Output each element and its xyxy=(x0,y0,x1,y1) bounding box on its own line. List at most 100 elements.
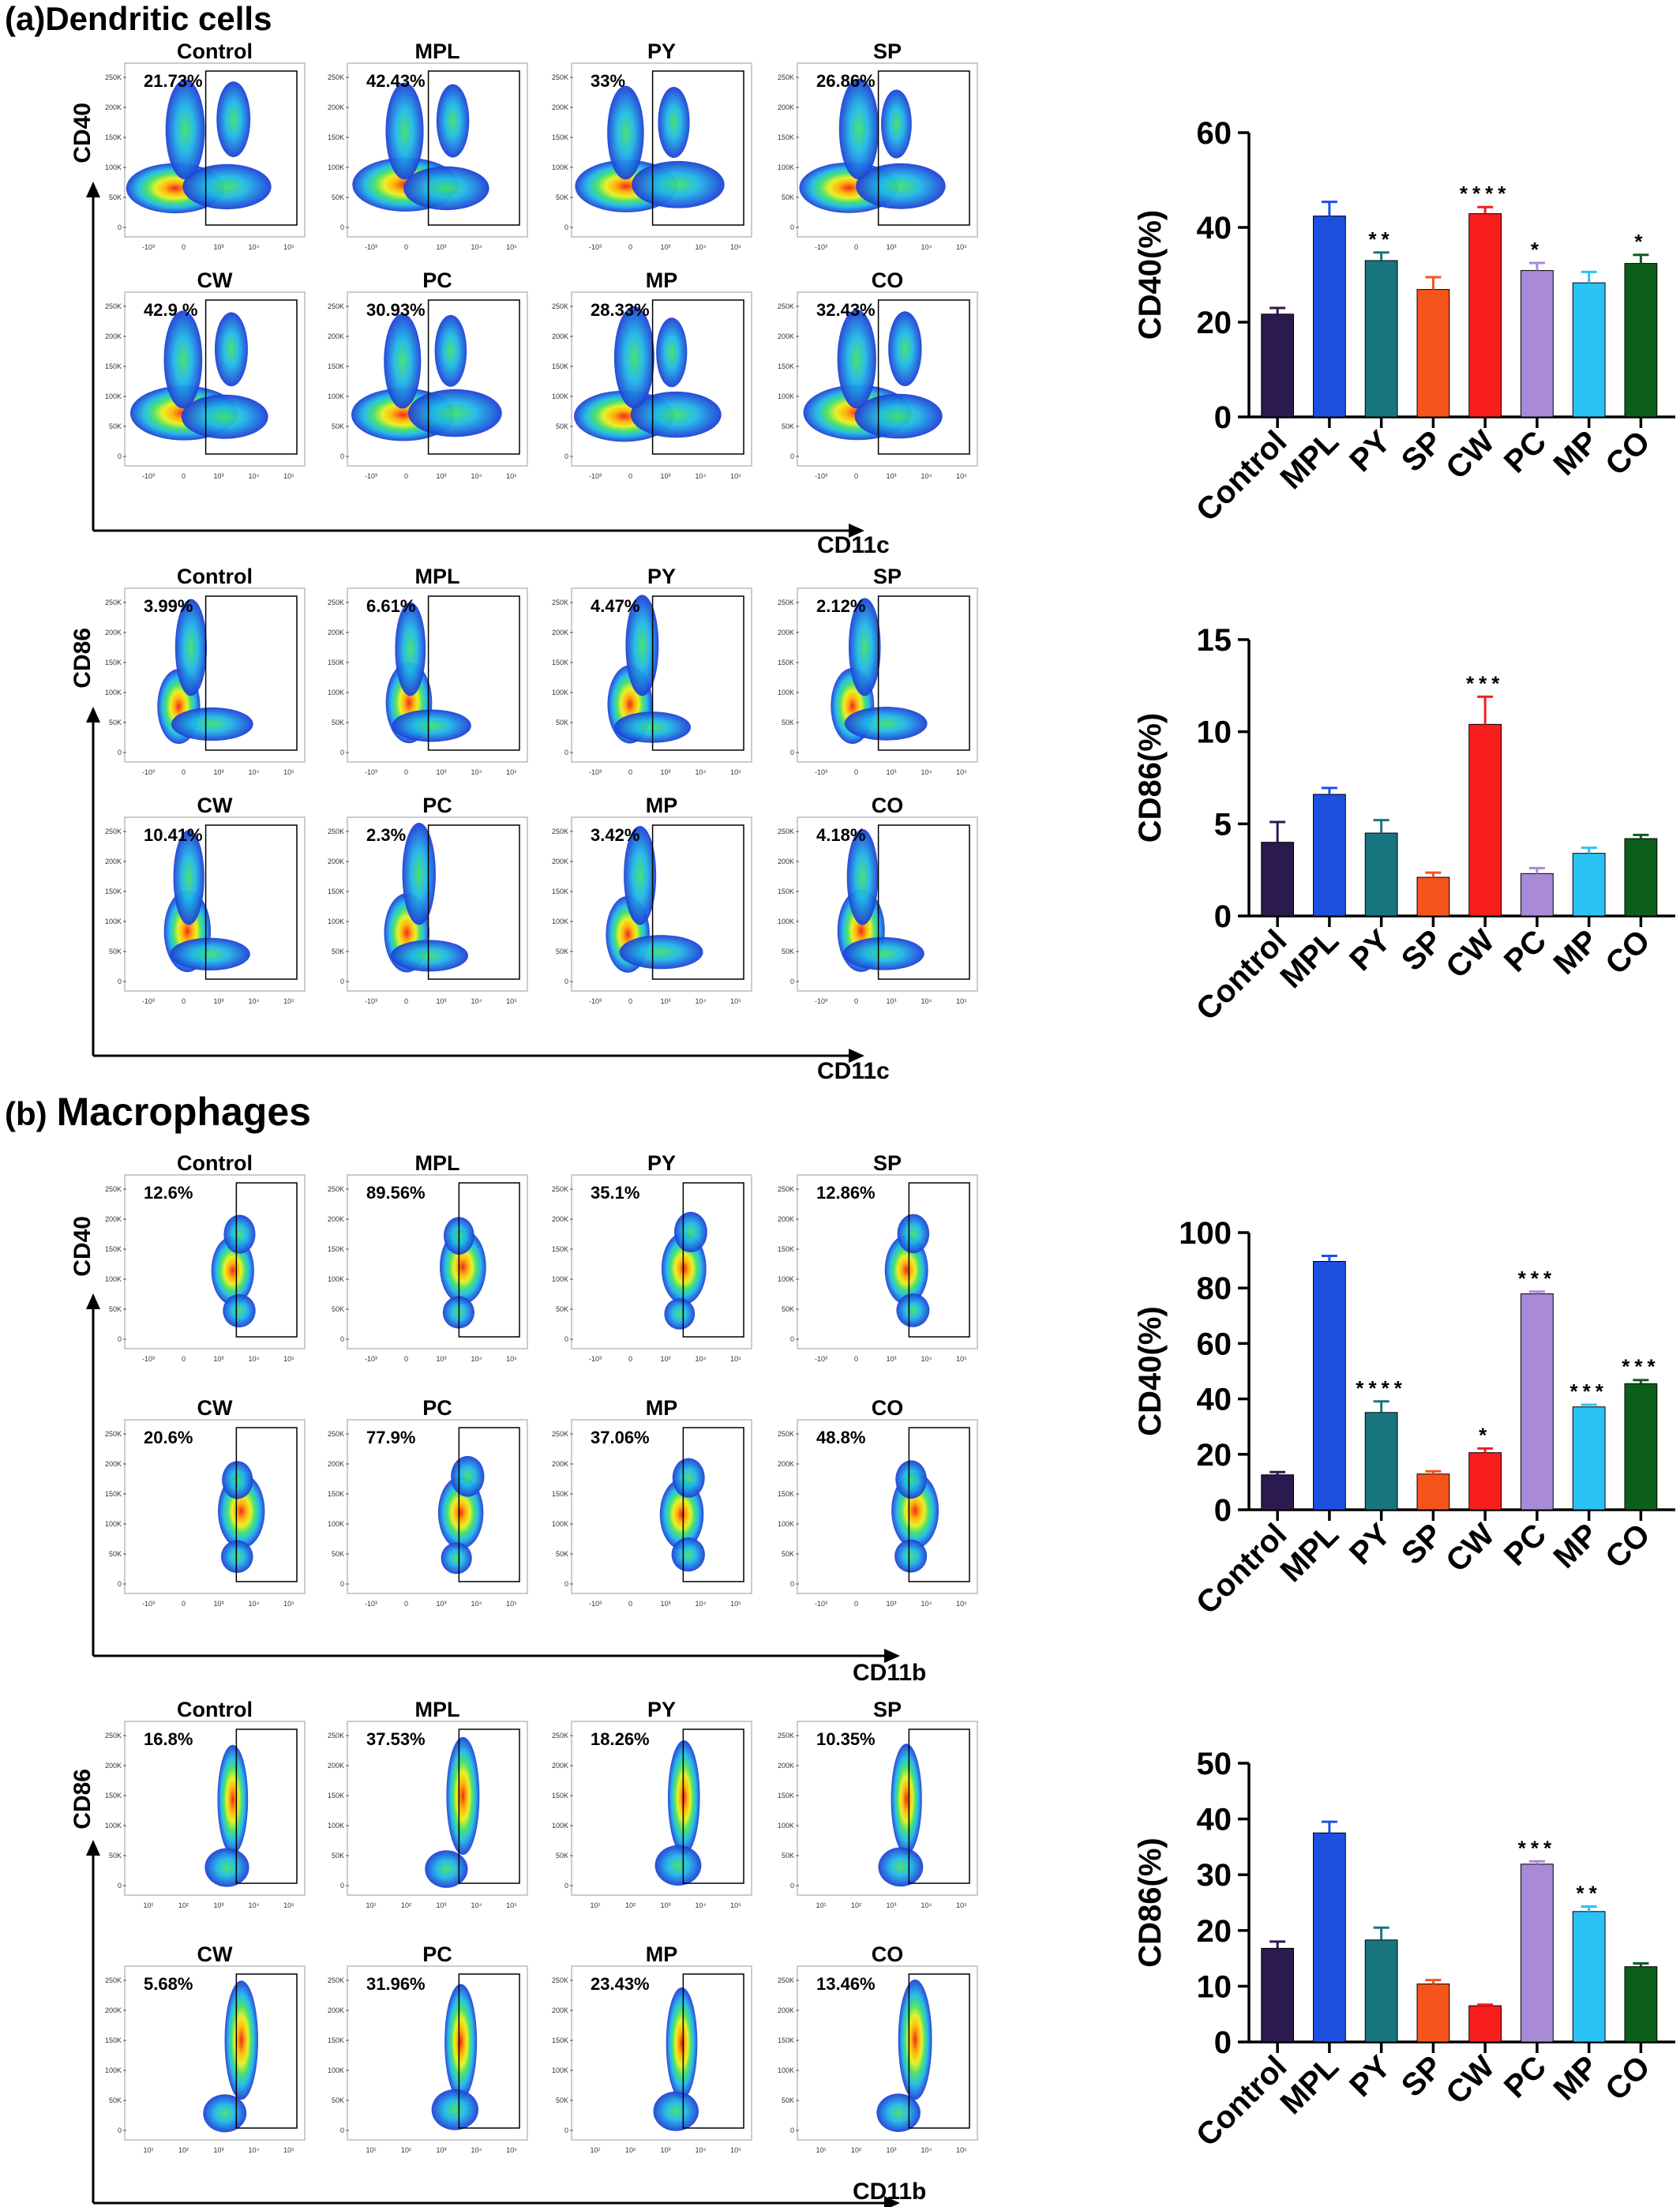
flow-x-tick: 0 xyxy=(854,1600,858,1608)
flow-y-tick: 100K xyxy=(105,163,122,171)
flow-y-tick: 50K xyxy=(332,1305,344,1313)
flow-panel-title: CW xyxy=(197,794,233,817)
flow-x-arrow xyxy=(884,2196,900,2207)
flow-y-tick: 150K xyxy=(105,1245,122,1253)
flow-gate xyxy=(908,1427,970,1582)
flow-panel-title: MP xyxy=(646,1942,678,1966)
flow-y-tick: 250K xyxy=(552,1185,568,1193)
flow-y-tick: 100K xyxy=(778,1520,794,1528)
flow-density-blob xyxy=(895,1460,927,1499)
flow-y-tick: 0 xyxy=(340,1335,344,1343)
flow-gate xyxy=(651,299,744,455)
flow-y-tick: 100K xyxy=(552,163,568,171)
flow-y-tick: 50K xyxy=(332,1852,344,1860)
flow-x-tick: 0 xyxy=(404,472,408,480)
flow-x-tick: -10³ xyxy=(142,1600,155,1608)
flow-y-tick: 50K xyxy=(109,1550,122,1558)
flow-density-blob xyxy=(844,707,928,741)
flow-y-tick: 200K xyxy=(328,1762,344,1770)
flow-panel-sp: SP 250K 200K 150K 100K 50K 0 -10³ 0 10³ 10⁴ 10⁵ 12.8… xyxy=(778,1151,978,1363)
flow-density-blob xyxy=(385,82,424,180)
flow-panel-title: PC xyxy=(422,1942,452,1966)
flow-y-arrow xyxy=(86,707,100,723)
bar-category-label: PC xyxy=(1498,923,1553,978)
flow-density-blob xyxy=(896,1293,930,1327)
flow-x-tick: 10⁵ xyxy=(506,2146,517,2154)
flow-x-tick: 10⁵ xyxy=(506,1600,517,1608)
significance-pc: * xyxy=(1531,238,1543,261)
flow-y-tick: 100K xyxy=(328,1520,344,1528)
flow-y-tick: 0 xyxy=(564,223,568,231)
flow-density-blob xyxy=(846,828,879,925)
flow-y-tick: 100K xyxy=(552,918,568,925)
flow-y-tick: 200K xyxy=(328,629,344,636)
flow-percent: 4.18% xyxy=(816,825,865,845)
flow-panel-frame xyxy=(347,62,528,238)
flow-x-tick: 10³ xyxy=(660,768,670,776)
section-a-label: Dendritic cells xyxy=(45,0,272,37)
flow-y-tick: 150K xyxy=(328,1245,344,1253)
flow-x-tick: -10³ xyxy=(815,997,827,1005)
bar-py xyxy=(1364,260,1398,418)
flow-panel-title: Control xyxy=(177,1151,253,1175)
flow-percent: 89.56% xyxy=(366,1183,426,1203)
flow-x-tick: 10⁴ xyxy=(249,1901,260,1909)
flow-y-tick: 50K xyxy=(782,2096,794,2104)
flow-y-tick: 200K xyxy=(105,2006,122,2014)
flow-y-tick: 250K xyxy=(552,599,568,606)
flow-x-tick: 10³ xyxy=(213,472,223,480)
flow-panel-title: Control xyxy=(177,39,253,63)
flow-y-tick: 100K xyxy=(105,1822,122,1830)
bar-category-label: CW xyxy=(1439,1517,1501,1578)
flow-gate xyxy=(877,299,970,455)
flow-y-tick: 200K xyxy=(328,1215,344,1223)
flow-panel-title: MP xyxy=(646,794,678,817)
flow-y-tick: 200K xyxy=(778,2006,794,2014)
flow-y-tick: 0 xyxy=(790,1335,794,1343)
flow-x-tick: -10³ xyxy=(589,1600,602,1608)
flow-x-tick: 0 xyxy=(628,1355,632,1363)
flow-panel-control: Control 250K 200K 150K 100K 50K 0 10¹ 10² 10³ 10⁴ 1… xyxy=(105,1698,306,1909)
flow-x-tick: 10³ xyxy=(213,997,223,1005)
flow-panel-title: Control xyxy=(177,565,253,588)
bar-charts: 0204060CD40(%)ControlMPL**PYSP****CW*PCM… xyxy=(1133,116,1675,2153)
bar-y-tick-label: 40 xyxy=(1197,211,1232,246)
flow-x-tick: 10² xyxy=(178,2146,189,2154)
flow-y-tick: 100K xyxy=(328,1275,344,1283)
flow-percent: 32.43% xyxy=(816,300,876,320)
bar-category-label: SP xyxy=(1395,923,1449,978)
flow-y-label: CD40 xyxy=(69,103,96,163)
flow-x-tick: 0 xyxy=(854,472,858,480)
bar-category-label: CO xyxy=(1599,2049,1657,2108)
flow-density-blob xyxy=(654,1845,702,1886)
bar-cw xyxy=(1468,2005,1502,2043)
significance-cw: * xyxy=(1479,1423,1491,1447)
significance-co: * xyxy=(1634,230,1647,253)
flow-x-tick: -10³ xyxy=(365,1355,377,1363)
flow-x-tick: 0 xyxy=(628,1600,632,1608)
flow-x-label: CD11b xyxy=(853,1660,926,1686)
flow-x-tick: 10¹ xyxy=(816,2146,826,2154)
flow-x-tick: 10³ xyxy=(213,2146,223,2154)
flow-panel-frame xyxy=(124,1965,306,2141)
flow-y-tick: 150K xyxy=(552,888,568,895)
bar-y-tick-label: 15 xyxy=(1197,623,1232,658)
bar-y-tick-label: 0 xyxy=(1214,400,1232,435)
flow-y-tick: 250K xyxy=(552,73,568,81)
flow-y-tick: 0 xyxy=(340,1882,344,1890)
flow-y-tick: 100K xyxy=(328,2066,344,2074)
flow-density-blob xyxy=(220,1540,253,1574)
flow-panel-frame xyxy=(571,1174,752,1349)
flow-panel-title: SP xyxy=(873,1151,902,1175)
flow-panel-frame xyxy=(347,291,528,467)
flow-gate xyxy=(651,70,744,226)
flow-y-tick: 0 xyxy=(790,749,794,756)
significance-co: *** xyxy=(1622,1355,1659,1379)
flow-x-tick: 10⁴ xyxy=(696,997,707,1005)
flow-y-tick: 0 xyxy=(564,1882,568,1890)
flow-percent: 37.53% xyxy=(366,1729,426,1749)
flow-density-blob xyxy=(632,160,725,208)
flow-panel-frame xyxy=(797,816,978,992)
flow-panel-co: CO 250K 200K 150K 100K 50K 0 -10³ 0 10³ 10⁴ 10⁵ 4.18… xyxy=(778,794,978,1005)
